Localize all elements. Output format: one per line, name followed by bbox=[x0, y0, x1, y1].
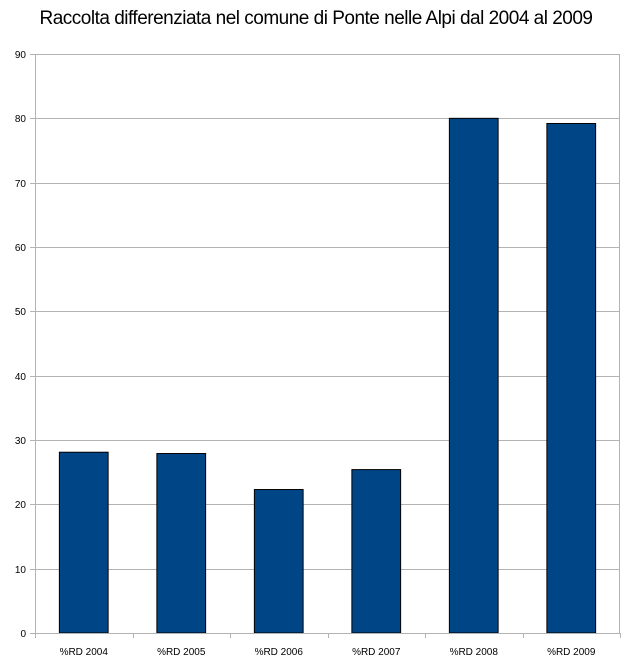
y-tick-label: 50 bbox=[15, 307, 27, 318]
y-tick-label: 0 bbox=[20, 629, 26, 640]
x-tick-label: %RD 2005 bbox=[157, 647, 206, 658]
y-tick-label: 90 bbox=[15, 50, 27, 61]
plot-area-border bbox=[35, 54, 620, 634]
bar bbox=[351, 469, 402, 634]
x-tick-label: %RD 2006 bbox=[255, 647, 304, 658]
bar bbox=[546, 122, 597, 634]
bars bbox=[58, 117, 597, 634]
x-tick-label: %RD 2008 bbox=[450, 647, 499, 658]
bar bbox=[58, 451, 109, 634]
y-tick-label: 60 bbox=[15, 243, 27, 254]
y-tick-label: 30 bbox=[15, 436, 27, 447]
bar bbox=[156, 453, 207, 634]
y-tick-label: 20 bbox=[15, 500, 27, 511]
axes bbox=[30, 54, 621, 638]
bar bbox=[253, 489, 304, 634]
chart-title: Raccolta differenziata nel comune di Pon… bbox=[39, 8, 594, 29]
x-tick-label: %RD 2007 bbox=[352, 647, 401, 658]
y-tick-label: 10 bbox=[15, 565, 27, 576]
x-tick-label: %RD 2009 bbox=[547, 647, 596, 658]
y-tick-label: 40 bbox=[15, 372, 27, 383]
x-tick-labels: %RD 2004 %RD 2005 %RD 2006 %RD 2007 %RD 2008… bbox=[60, 647, 596, 658]
y-tick-label: 70 bbox=[15, 179, 27, 190]
y-tick-label: 80 bbox=[15, 114, 27, 125]
bar bbox=[448, 117, 499, 634]
y-tick-labels: 0 10 20 30 40 50 60 70 80 90 bbox=[15, 50, 27, 640]
grid-lines bbox=[35, 54, 620, 634]
x-tick-label: %RD 2004 bbox=[60, 647, 109, 658]
